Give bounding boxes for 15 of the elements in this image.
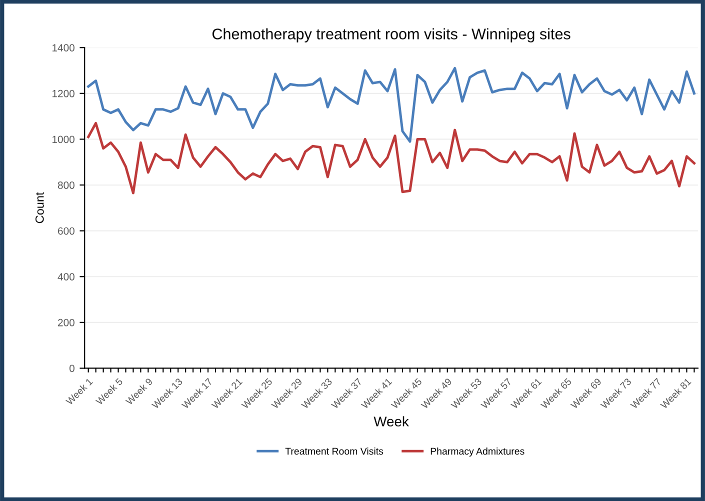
y-axis-title: Count — [35, 192, 44, 224]
line-series — [87, 66, 696, 143]
legend-label: Pharmacy Admixtures — [430, 448, 524, 457]
y-tick-label: 1200 — [52, 90, 74, 98]
y-tick-label: 400 — [58, 273, 74, 280]
y-tick-label: 0 — [69, 364, 74, 372]
y-tick-label: 1000 — [52, 136, 74, 144]
x-axis-title: Week — [374, 416, 409, 426]
y-tick-label: 1400 — [52, 44, 74, 52]
y-tick-label: 800 — [58, 182, 74, 189]
y-tick-label: 600 — [58, 227, 74, 235]
line-series — [87, 122, 696, 194]
chart-title: Chemotherapy treatment room visits - Winnipeg sites — [212, 28, 570, 42]
y-tick-label: 200 — [58, 318, 74, 326]
legend-label: Treatment Room Visits — [285, 448, 384, 455]
